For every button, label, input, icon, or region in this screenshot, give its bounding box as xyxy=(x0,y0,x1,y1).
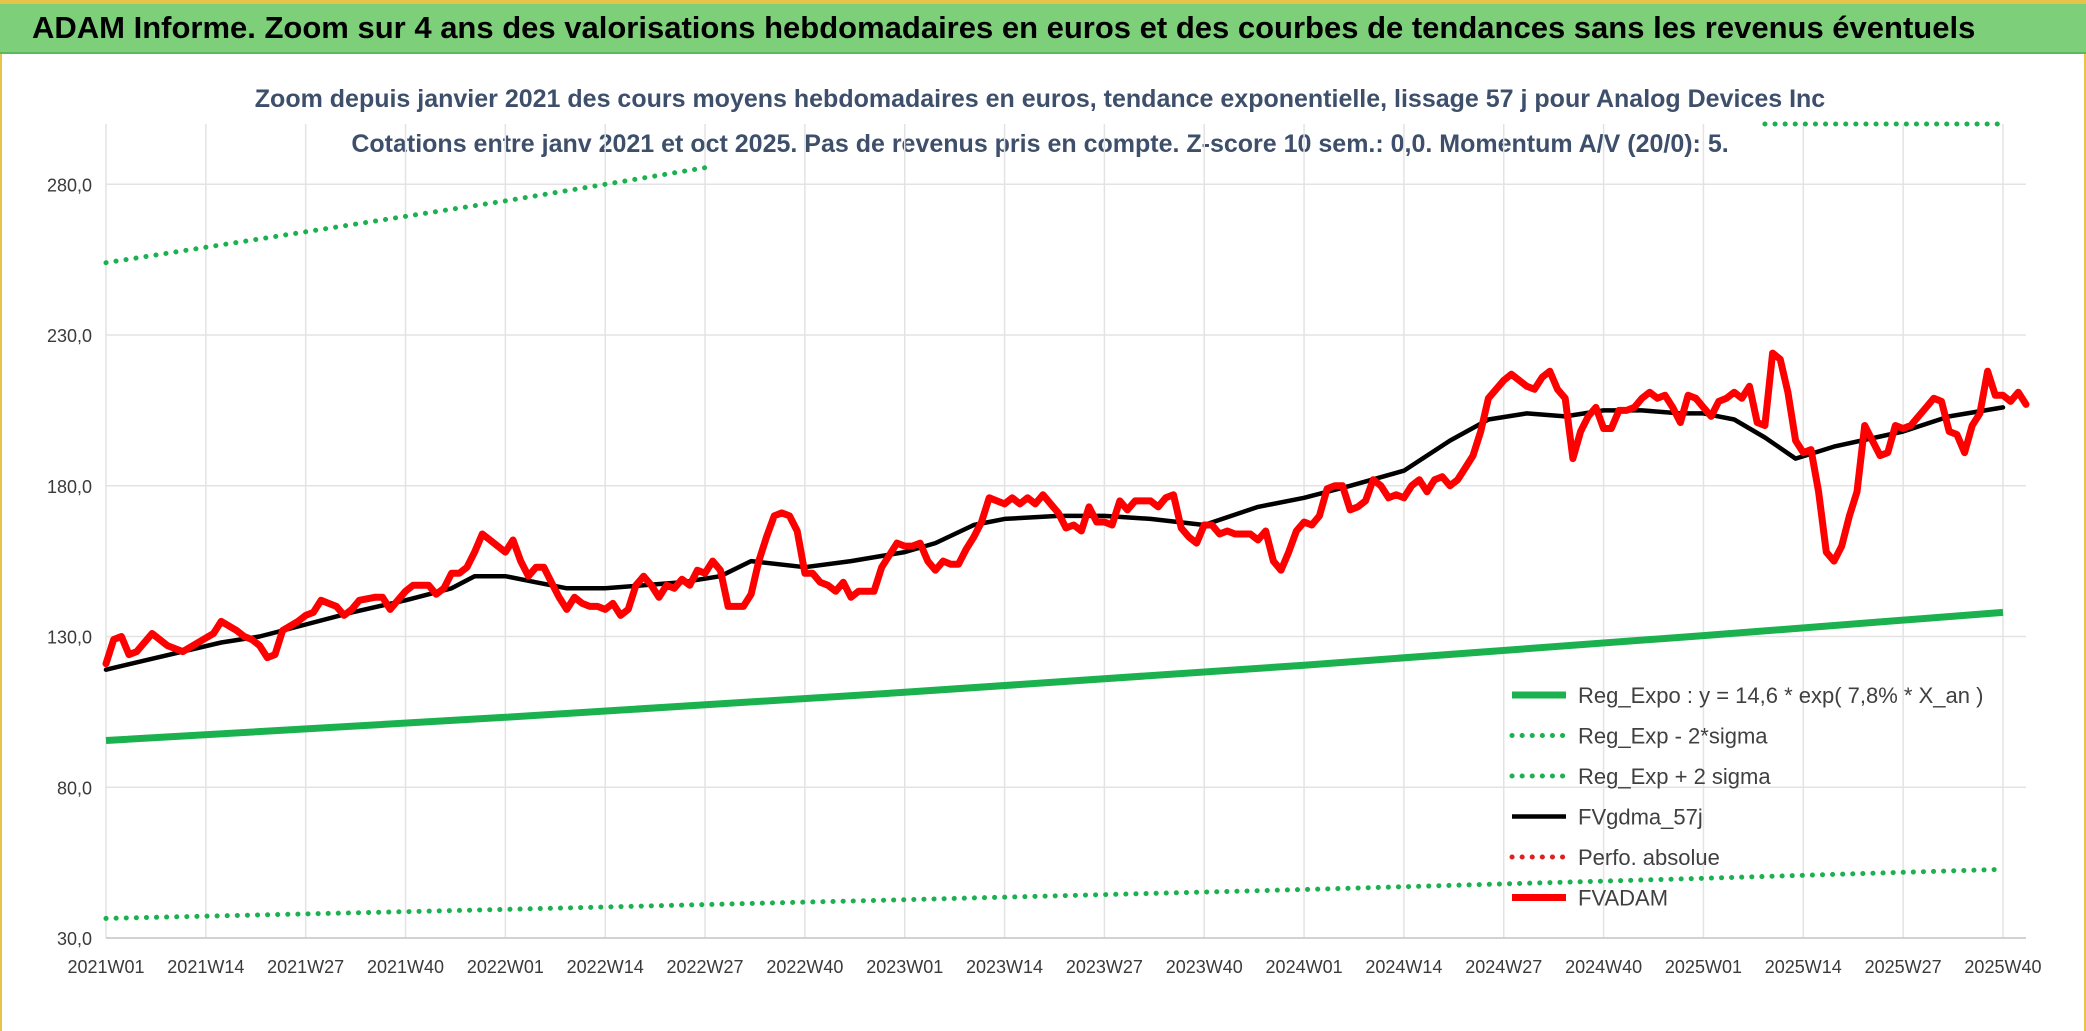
series-line-reg-exp-2-sigma xyxy=(103,165,708,266)
x-tick-label: 2023W40 xyxy=(1166,957,1243,977)
axis-layer: 30,0 80,0 130,0 180,0 230,0 280,0 2021W01 2021W… xyxy=(47,175,2042,977)
x-tick-label: 2022W14 xyxy=(567,957,644,977)
x-tick-label: 2021W14 xyxy=(167,957,244,977)
y-tick-label: 130,0 xyxy=(47,628,92,648)
series-layer xyxy=(102,121,2030,921)
legend-item: Reg_Exp + 2 sigma xyxy=(1509,764,1771,789)
legend-item: Perfo. absolue xyxy=(1509,845,1720,870)
x-tick-label: 2022W27 xyxy=(667,957,744,977)
legend-item: Reg_Exp - 2*sigma xyxy=(1509,724,1768,749)
legend-item: FVADAM xyxy=(1512,886,1668,911)
x-tick-label: 2025W27 xyxy=(1865,957,1942,977)
series-line-reg-expo-y-14-6-exp-7-8-x-an xyxy=(105,608,2004,744)
x-tick-label: 2023W27 xyxy=(1066,957,1143,977)
x-tick-label: 2025W14 xyxy=(1765,957,1842,977)
x-tick-label: 2025W01 xyxy=(1665,957,1742,977)
series-line-fvgdma-57j xyxy=(103,405,2006,672)
chart-title: Zoom depuis janvier 2021 des cours moyen… xyxy=(255,85,1826,113)
x-tick-label: 2025W40 xyxy=(1964,957,2041,977)
legend-label: Reg_Expo : y = 14,6 * exp( 7,8% * X_an ) xyxy=(1578,683,1983,708)
y-tick-label: 80,0 xyxy=(57,778,92,798)
x-tick-label: 2021W40 xyxy=(367,957,444,977)
legend-label: Reg_Exp - 2*sigma xyxy=(1578,724,1768,749)
chart-subtitle: Cotations entre janv 2021 et oct 2025. P… xyxy=(351,130,1728,158)
y-tick-label: 180,0 xyxy=(47,477,92,497)
x-tick-label: 2024W40 xyxy=(1565,957,1642,977)
x-tick-label: 2023W14 xyxy=(966,957,1043,977)
y-tick-label: 30,0 xyxy=(57,929,92,949)
legend: Reg_Expo : y = 14,6 * exp( 7,8% * X_an )… xyxy=(1509,683,1983,911)
legend-label: FVADAM xyxy=(1578,886,1668,911)
chart-frame xyxy=(0,54,2086,1031)
y-tick-label: 280,0 xyxy=(47,175,92,195)
report-title: ADAM Informe. Zoom sur 4 ans des valoris… xyxy=(32,10,1976,45)
legend-item: Reg_Expo : y = 14,6 * exp( 7,8% * X_an ) xyxy=(1512,683,1983,708)
legend-label: FVgdma_57j xyxy=(1578,805,1703,830)
top-accent-strip xyxy=(0,0,2086,4)
x-tick-label: 2022W01 xyxy=(467,957,544,977)
series-line-fvadam xyxy=(102,349,2030,668)
x-tick-label: 2021W01 xyxy=(67,957,144,977)
legend-label: Perfo. absolue xyxy=(1578,845,1720,870)
series-line-reg-exp-2-sigma xyxy=(103,866,2006,921)
report-header: ADAM Informe. Zoom sur 4 ans des valoris… xyxy=(0,4,2086,54)
legend-item: FVgdma_57j xyxy=(1512,805,1703,830)
x-tick-label: 2024W14 xyxy=(1365,957,1442,977)
legend-label: Reg_Exp + 2 sigma xyxy=(1578,764,1771,789)
x-tick-label: 2023W01 xyxy=(866,957,943,977)
y-tick-label: 230,0 xyxy=(47,326,92,346)
x-tick-label: 2024W01 xyxy=(1266,957,1343,977)
x-tick-label: 2024W27 xyxy=(1465,957,1542,977)
x-tick-label: 2022W40 xyxy=(766,957,843,977)
x-tick-label: 2021W27 xyxy=(267,957,344,977)
